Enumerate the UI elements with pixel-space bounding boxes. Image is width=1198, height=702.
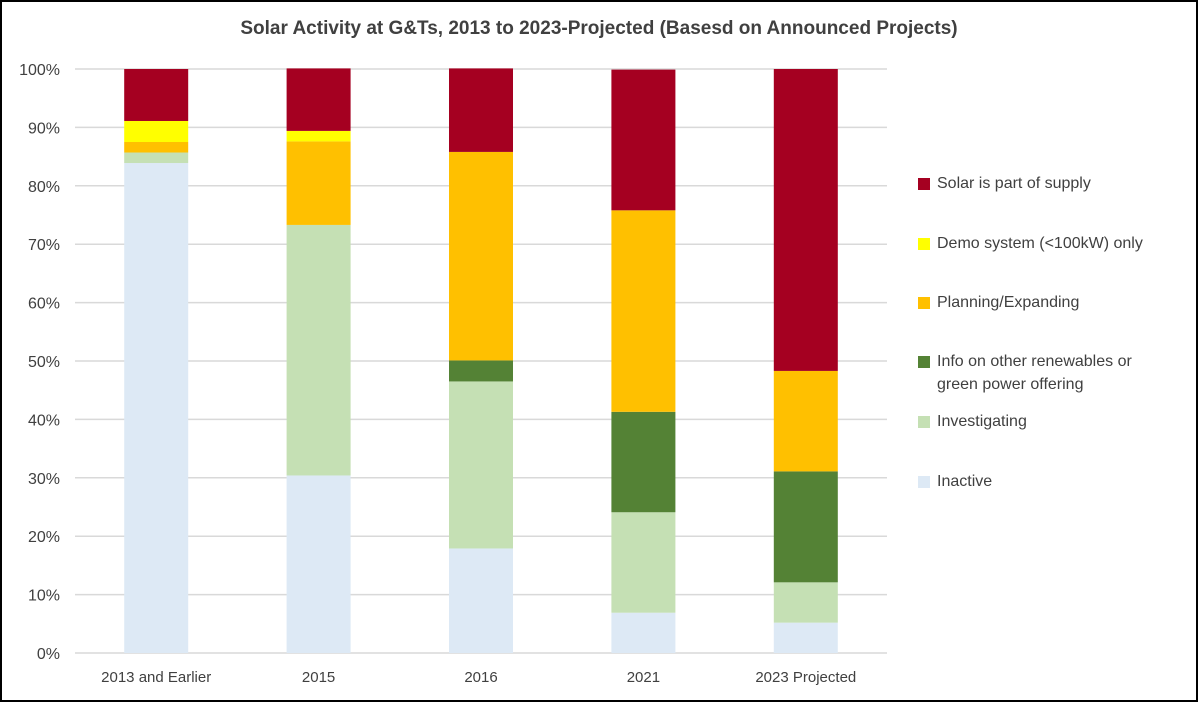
y-tick-label: 90% [28,120,60,137]
bar-segment-inactive [124,163,189,654]
bar-segment-demo-system-100kw-only [124,120,189,142]
legend-label: Inactive [937,473,993,490]
bar-segment-investigating [773,582,838,623]
legend-item: Demo system (<100kW) only [918,232,1143,255]
bar-segment-inactive [773,622,838,653]
legend-label: Info on other renewables or green power … [937,353,1132,393]
bar-segment-planning-expanding [286,141,351,225]
bar-segment-planning-expanding [611,210,676,412]
legend-item: Planning/Expanding [918,291,1079,314]
bar-segment-investigating [124,152,189,164]
bar-segment-planning-expanding [773,370,838,472]
y-tick-label: 60% [28,296,60,313]
y-tick-label: 100% [19,62,60,79]
legend-swatch [918,416,930,428]
bar-segment-solar-is-part-of-supply [611,69,676,211]
bar-segment-solar-is-part-of-supply [773,69,838,371]
bar-segment-demo-system-100kw-only [286,130,351,142]
bar-segment-inactive [449,548,513,653]
legend-label: Demo system (<100kW) only [937,235,1143,252]
bar-segment-investigating [449,381,513,549]
bar-segment-investigating [286,224,351,476]
bar-segment-info-on-other-renewables-or-green-power-offering [773,471,838,583]
x-tick-label: 2015 [302,669,335,686]
y-tick-label: 50% [28,354,60,371]
bar-segment-info-on-other-renewables-or-green-power-offering [449,360,513,382]
y-tick-label: 40% [28,412,60,429]
y-tick-label: 80% [28,179,60,196]
legend-item: Investigating [918,410,1027,433]
legend-item: Solar is part of supply [918,172,1091,195]
bar-segment-planning-expanding [449,151,513,361]
bar-segment-planning-expanding [124,142,189,153]
legend-swatch [918,476,930,488]
y-tick-label: 10% [28,588,60,605]
bar-segment-investigating [611,512,676,613]
bar-segment-inactive [286,475,351,653]
x-tick-label: 2023 Projected [755,669,856,686]
legend-swatch [918,178,930,190]
x-tick-label: 2021 [627,669,660,686]
bar-segment-solar-is-part-of-supply [286,68,351,131]
y-tick-label: 30% [28,471,60,488]
y-tick-label: 0% [37,646,60,663]
x-tick-label: 2013 and Earlier [101,669,211,686]
legend-item: Inactive [918,470,992,493]
legend-swatch [918,238,930,250]
legend-swatch [918,356,930,368]
x-tick-label: 2016 [464,669,497,686]
bar-segment-solar-is-part-of-supply [449,68,513,152]
legend-label: Planning/Expanding [937,294,1080,311]
legend-item: Info on other renewables or green power … [918,350,1177,396]
bar-segment-solar-is-part-of-supply [124,69,189,121]
legend-label: Solar is part of supply [937,175,1091,192]
legend-swatch [918,297,930,309]
chart-title: Solar Activity at G&Ts, 2013 to 2023-Pro… [240,18,958,39]
bar-segment-inactive [611,612,676,653]
y-tick-label: 20% [28,529,60,546]
legend-label: Investigating [937,413,1027,430]
y-tick-label: 70% [28,237,60,254]
bar-segment-info-on-other-renewables-or-green-power-offering [611,411,676,513]
